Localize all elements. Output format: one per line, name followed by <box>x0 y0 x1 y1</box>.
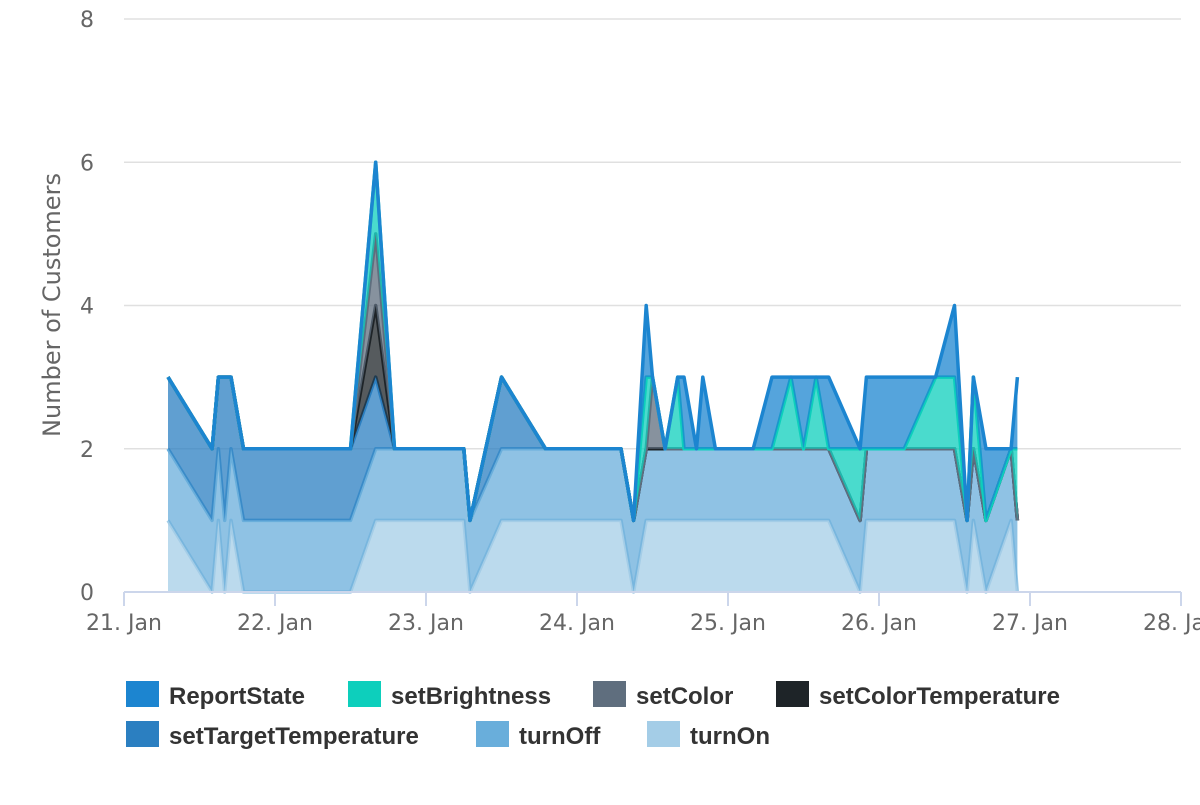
y-tick-label: 8 <box>80 8 94 33</box>
y-axis-title: Number of Customers <box>38 173 66 437</box>
legend-item-set-brightness[interactable]: setBrightness <box>348 681 551 710</box>
legend-label: setColor <box>636 683 733 710</box>
x-tick-label: 26. Jan <box>841 611 917 636</box>
x-tick-label: 21. Jan <box>86 611 162 636</box>
legend-label: setBrightness <box>391 683 551 710</box>
x-tick-label: 28. Jan <box>1143 611 1200 636</box>
legend-swatch <box>126 681 159 707</box>
legend-label: turnOff <box>519 723 601 750</box>
series-report-state <box>166 160 1020 523</box>
y-tick-label: 6 <box>80 151 94 176</box>
series-area-set-color-temperature <box>168 305 1018 521</box>
x-tick-label: 27. Jan <box>992 611 1068 636</box>
x-tick-label: 25. Jan <box>690 611 766 636</box>
legend: ReportState setBrightness setColor setColor… <box>126 681 1060 750</box>
x-tick-label: 23. Jan <box>388 611 464 636</box>
series-area-turn-on <box>168 520 1018 592</box>
x-tick-label: 22. Jan <box>237 611 313 636</box>
legend-swatch <box>126 721 159 747</box>
legend-item-report-state[interactable]: ReportState <box>126 681 305 710</box>
plot-area <box>166 160 1020 594</box>
legend-label: setColorTemperature <box>819 683 1060 710</box>
legend-label: ReportState <box>169 683 305 710</box>
legend-swatch <box>348 681 381 707</box>
legend-item-turn-on[interactable]: turnOn <box>647 721 770 750</box>
series-line-report-state <box>166 160 1020 523</box>
legend-swatch <box>776 681 809 707</box>
legend-label: setTargetTemperature <box>169 723 419 750</box>
axes: 0 2 4 6 8 21. Jan 22. Jan 23. Jan 24. Jan 25. Jan… <box>80 8 1200 636</box>
series-area-report-state <box>168 162 1018 521</box>
y-tick-label: 0 <box>80 581 94 606</box>
legend-label: turnOn <box>690 723 770 750</box>
legend-swatch <box>647 721 680 747</box>
y-tick-label: 2 <box>80 438 94 463</box>
legend-swatch <box>593 681 626 707</box>
legend-item-set-color[interactable]: setColor <box>593 681 733 710</box>
legend-item-set-color-temperature[interactable]: setColorTemperature <box>776 681 1060 710</box>
series-area-turn-off <box>168 448 1018 592</box>
x-tick-label: 24. Jan <box>539 611 615 636</box>
legend-swatch <box>476 721 509 747</box>
series-area-set-target-temperature <box>168 377 1018 521</box>
legend-item-turn-off[interactable]: turnOff <box>476 721 601 750</box>
y-tick-label: 4 <box>80 295 94 320</box>
legend-item-set-target-temperature[interactable]: setTargetTemperature <box>126 721 419 750</box>
